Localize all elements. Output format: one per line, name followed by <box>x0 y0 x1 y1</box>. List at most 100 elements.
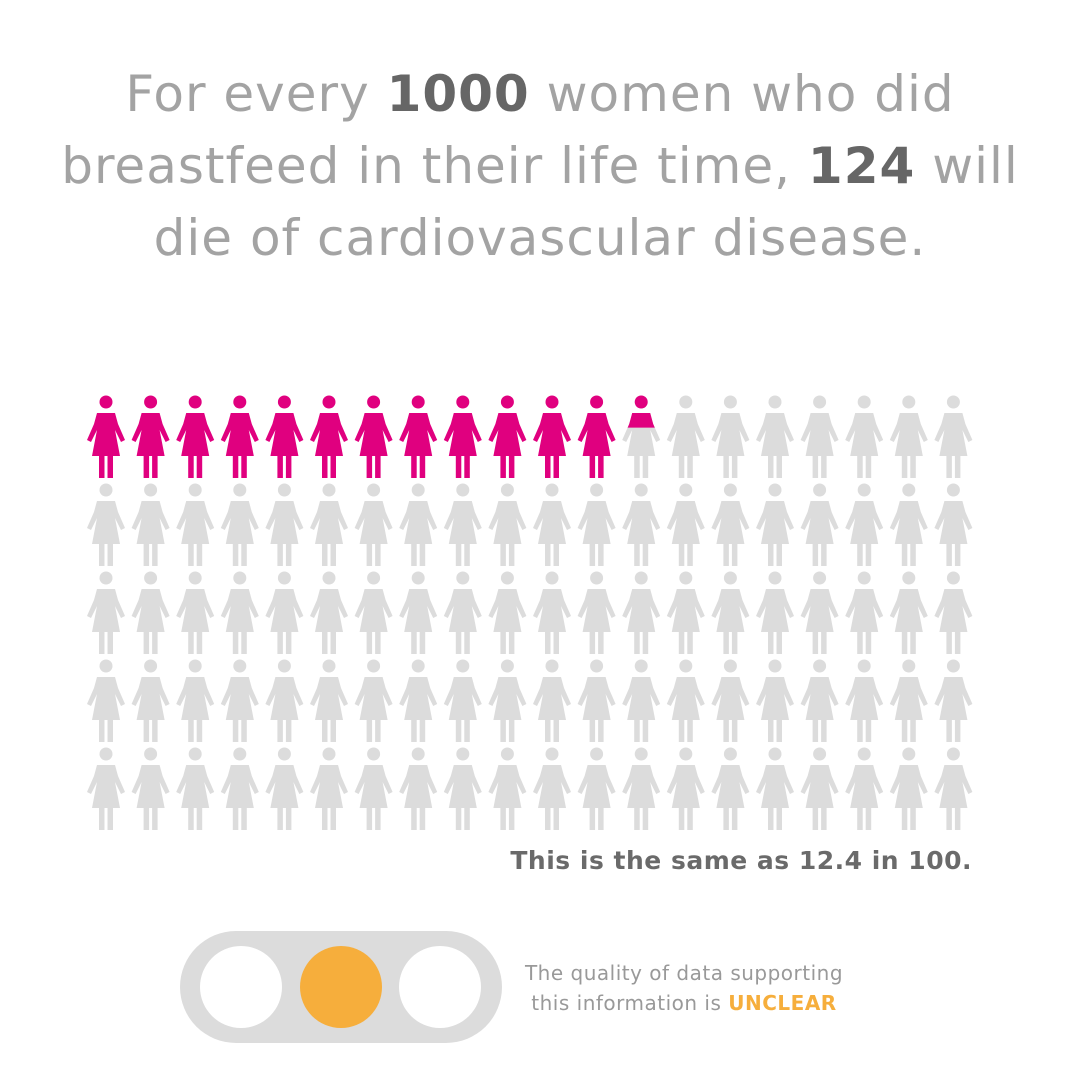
woman-icon <box>756 483 794 566</box>
woman-icon <box>622 483 661 566</box>
woman-icon <box>87 483 125 566</box>
woman-icon <box>533 571 571 654</box>
traffic-lamp-low <box>200 946 282 1028</box>
woman-icon <box>934 747 973 830</box>
woman-icon <box>220 571 259 654</box>
woman-icon <box>934 395 973 478</box>
woman-icon <box>845 483 884 566</box>
woman-icon <box>399 747 438 830</box>
woman-icon <box>756 659 794 742</box>
headline-count: 124 <box>807 137 916 195</box>
woman-icon <box>87 747 125 830</box>
woman-icon-highlighted <box>310 395 348 478</box>
woman-icon-highlighted <box>131 395 170 478</box>
woman-icon-highlighted <box>577 395 616 478</box>
quality-rating: UNCLEAR <box>728 991 837 1015</box>
woman-icon <box>711 483 750 566</box>
headline-text: will die of cardiovascular disease. <box>153 137 1019 267</box>
quality-note: The quality of data supporting this info… <box>516 958 852 1018</box>
woman-icon <box>533 659 571 742</box>
woman-icon <box>443 571 482 654</box>
woman-icon <box>176 747 215 830</box>
quality-line-2-text: this information is <box>531 991 729 1015</box>
woman-icon <box>577 571 616 654</box>
woman-icon <box>533 483 571 566</box>
woman-icon <box>310 571 348 654</box>
woman-icon <box>800 571 839 654</box>
woman-icon <box>488 483 527 566</box>
woman-icon <box>220 747 259 830</box>
woman-icon <box>845 395 884 478</box>
woman-icon <box>711 571 750 654</box>
headline-text: women who did breastfeed in their life t… <box>61 65 955 195</box>
woman-icon <box>265 571 304 654</box>
woman-icon <box>354 659 393 742</box>
woman-icon <box>756 747 794 830</box>
woman-icon <box>756 571 794 654</box>
woman-icon-highlighted <box>87 395 125 478</box>
quality-line-2: this information is UNCLEAR <box>516 988 852 1018</box>
woman-icon-highlighted <box>220 395 259 478</box>
woman-icon-highlighted <box>443 395 482 478</box>
woman-icon <box>488 747 527 830</box>
woman-icon <box>711 395 750 478</box>
woman-icon <box>131 659 170 742</box>
woman-icon <box>934 659 973 742</box>
woman-icon <box>399 659 438 742</box>
woman-icon <box>443 659 482 742</box>
woman-icon <box>176 659 215 742</box>
woman-icon <box>443 483 482 566</box>
woman-icon <box>533 747 571 830</box>
woman-icon <box>889 483 928 566</box>
woman-icon <box>443 747 482 830</box>
woman-icon <box>800 659 839 742</box>
woman-icon <box>354 483 393 566</box>
woman-icon <box>310 747 348 830</box>
woman-icon <box>889 747 928 830</box>
woman-icon <box>265 747 304 830</box>
headline: For every 1000 women who did breastfeed … <box>60 58 1020 274</box>
woman-icon <box>800 747 839 830</box>
woman-icon-highlighted <box>354 395 393 478</box>
traffic-light <box>180 931 502 1043</box>
woman-icon <box>934 571 973 654</box>
woman-icon <box>265 659 304 742</box>
traffic-lamp-unclear <box>300 946 382 1028</box>
traffic-lamp-high <box>399 946 481 1028</box>
woman-icon <box>800 483 839 566</box>
woman-icon <box>399 571 438 654</box>
woman-icon <box>577 659 616 742</box>
woman-icon <box>666 747 705 830</box>
woman-icon <box>889 659 928 742</box>
woman-icon <box>265 483 304 566</box>
woman-icon <box>131 747 170 830</box>
woman-icon <box>666 483 705 566</box>
equivalence-note: This is the same as 12.4 in 100. <box>510 846 972 875</box>
woman-icon <box>488 659 527 742</box>
woman-icon <box>800 395 839 478</box>
woman-icon <box>354 747 393 830</box>
quality-line-1: The quality of data supporting <box>524 961 844 985</box>
woman-icon <box>488 571 527 654</box>
woman-icon-partial <box>627 395 655 428</box>
woman-icon <box>845 747 884 830</box>
woman-icon <box>622 747 661 830</box>
woman-icon <box>310 483 348 566</box>
woman-icon <box>354 571 393 654</box>
woman-icon <box>622 395 661 478</box>
woman-icon <box>131 483 170 566</box>
woman-icon <box>711 659 750 742</box>
woman-icon <box>889 395 928 478</box>
woman-icon <box>711 747 750 830</box>
woman-icon <box>666 395 705 478</box>
woman-icon <box>399 483 438 566</box>
woman-icon <box>577 747 616 830</box>
woman-icon-highlighted <box>399 395 438 478</box>
woman-icon-highlighted <box>488 395 527 478</box>
woman-icon <box>845 571 884 654</box>
woman-icon <box>176 571 215 654</box>
woman-icon <box>845 659 884 742</box>
woman-icon <box>934 483 973 566</box>
woman-icon-highlighted <box>265 395 304 478</box>
